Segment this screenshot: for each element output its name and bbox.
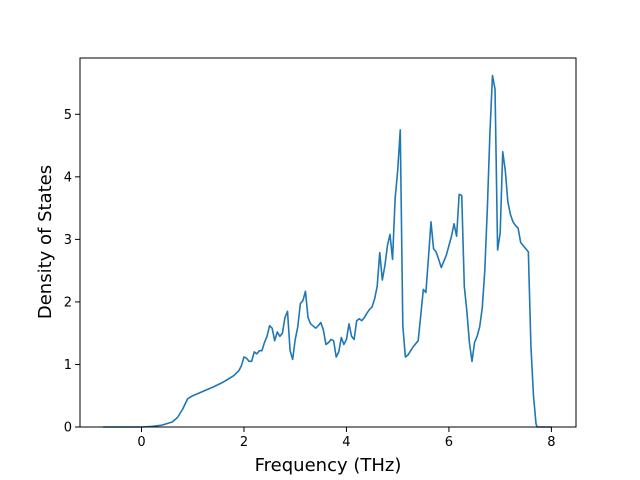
y-tick-label: 3 <box>64 233 72 248</box>
x-tick-label: 4 <box>342 435 350 450</box>
y-tick-label: 5 <box>64 108 72 123</box>
y-tick-label: 1 <box>64 358 72 373</box>
y-tick-label: 2 <box>64 295 72 310</box>
plot-frame <box>79 57 577 428</box>
x-axis-label: Frequency (THz) <box>255 455 402 476</box>
axes-layer: 0 2 4 6 8 0 1 2 3 4 5 <box>64 108 556 450</box>
y-axis-label: Density of States <box>35 165 56 319</box>
x-tick-label: 2 <box>240 435 248 450</box>
y-tick-label: 0 <box>64 421 72 436</box>
x-tick-label: 0 <box>137 435 145 450</box>
y-tick-label: 4 <box>64 170 72 185</box>
dos-series-line <box>103 74 552 428</box>
series-layer <box>103 74 552 428</box>
plot-area <box>80 58 576 427</box>
x-tick-label: 8 <box>547 435 555 450</box>
x-tick-label: 6 <box>445 435 453 450</box>
